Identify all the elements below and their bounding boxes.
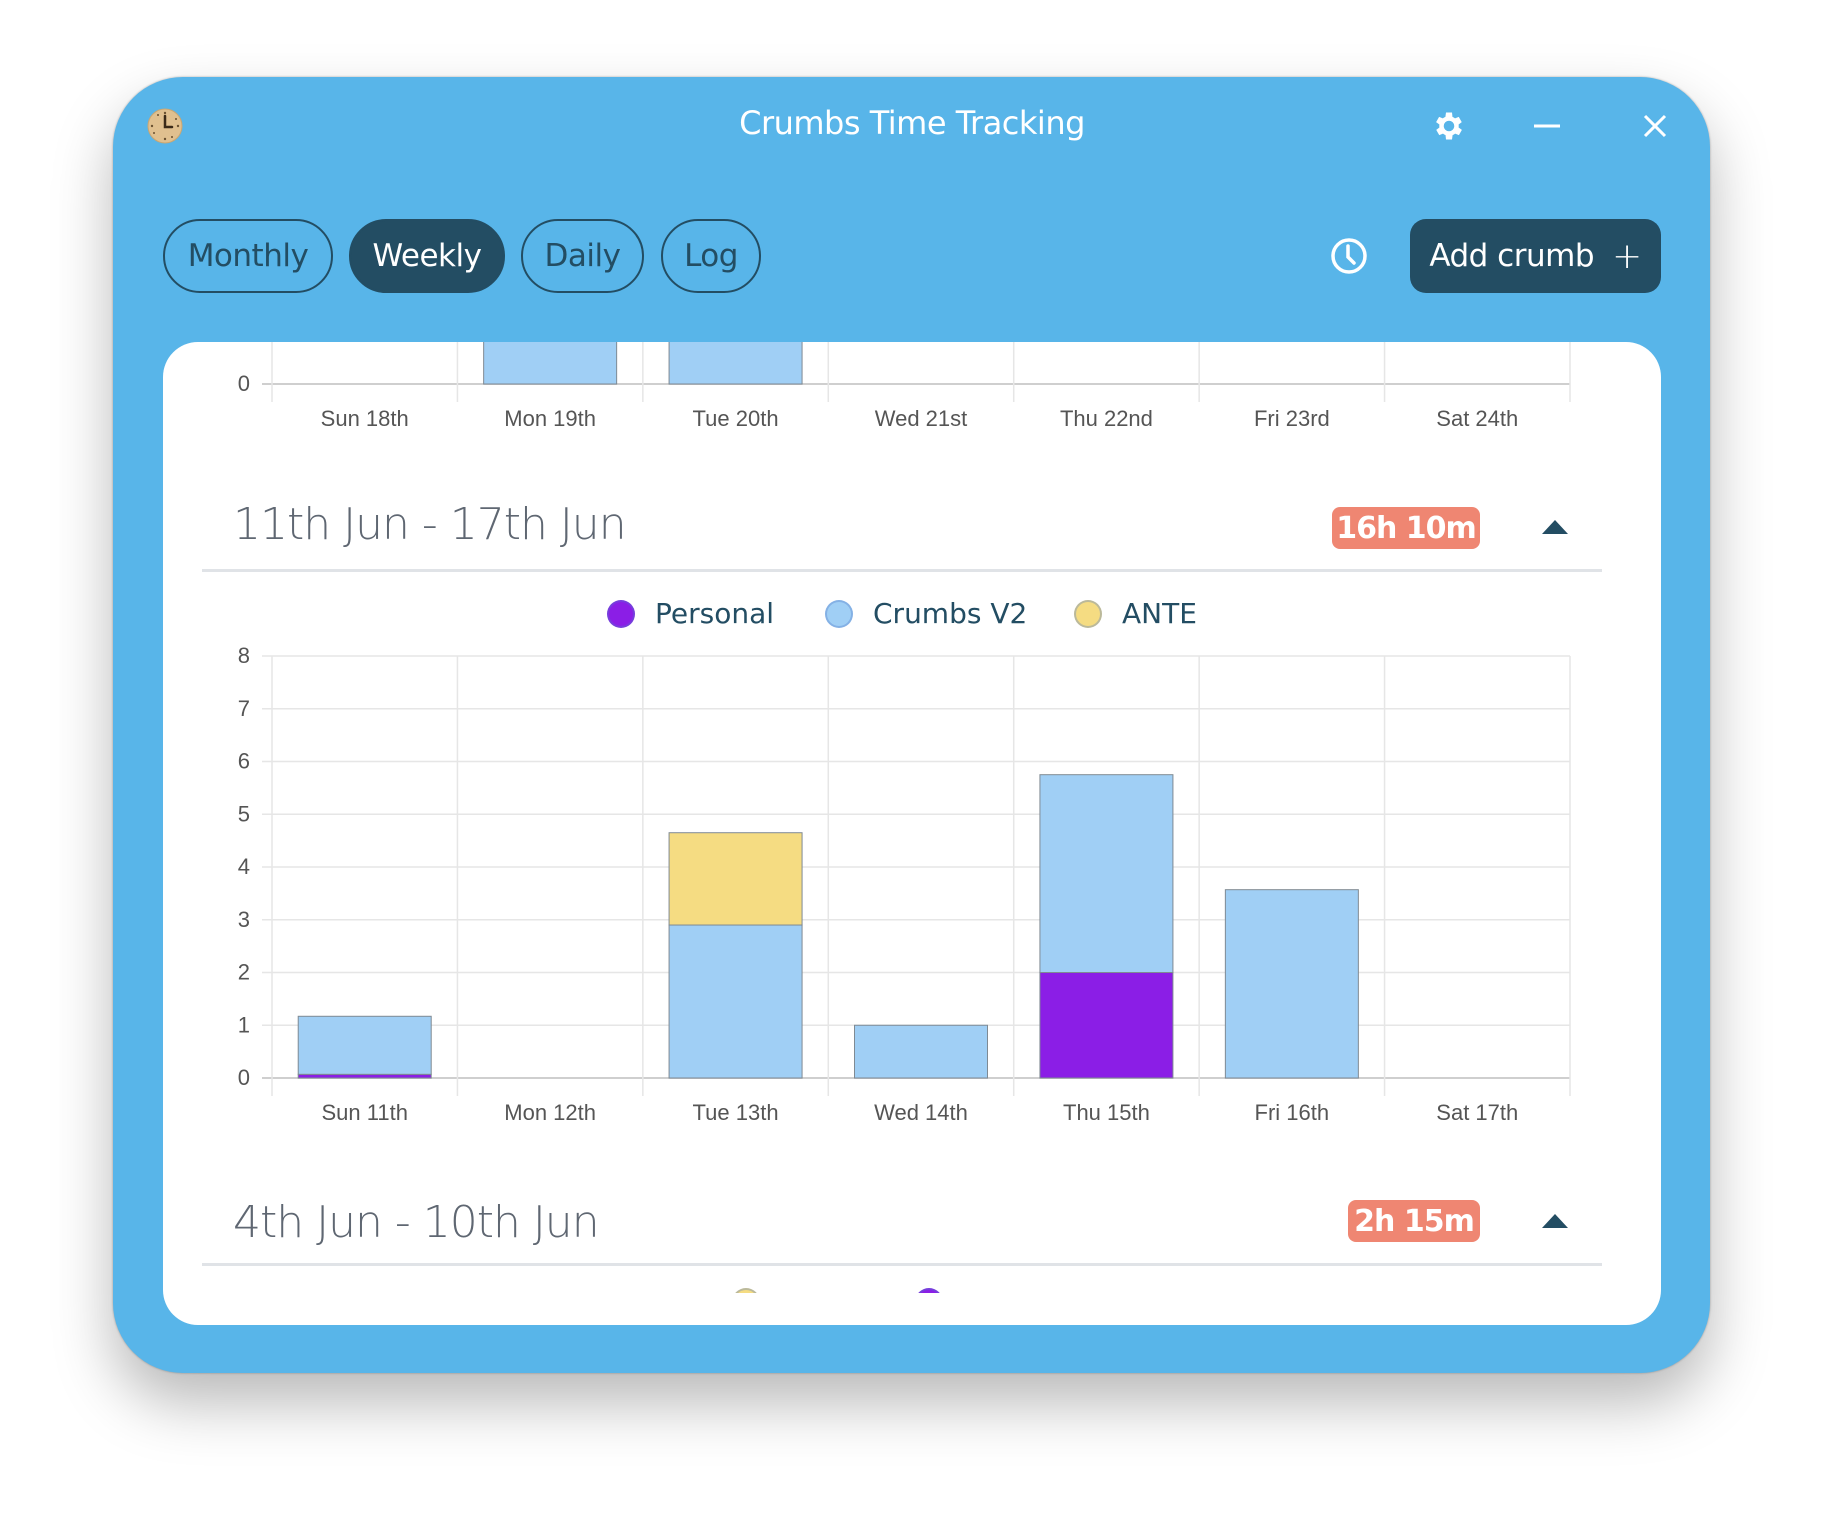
y-tick-label: 4 [238, 854, 250, 879]
x-tick-label: Tue 20th [693, 406, 779, 431]
bar-personal [297, 1073, 432, 1079]
x-tick-label: Wed 21st [875, 406, 968, 431]
legend-dot-ante [1074, 599, 1102, 628]
bar-series-0 [483, 342, 618, 385]
x-tick-label: Wed 14th [874, 1100, 968, 1125]
bar-series-0 [668, 342, 803, 385]
week-total-badge: 2h 15m [1348, 1200, 1480, 1242]
legend-label: ANTE [1122, 597, 1197, 630]
add-crumb-button[interactable]: Add crumb + [1410, 219, 1661, 293]
legend-dot-ante[interactable] [732, 1288, 760, 1293]
bar-crumbs-v2 [854, 1024, 988, 1079]
y-tick-label: 2 [238, 960, 250, 985]
legend-crumbs-v2[interactable]: Crumbs V2 [825, 597, 1027, 630]
x-tick-label: Sun 18th [321, 406, 409, 431]
y-tick-label: 1 [238, 1012, 250, 1037]
x-tick-label: Thu 22nd [1060, 406, 1153, 431]
x-tick-label: Sat 24th [1436, 406, 1518, 431]
y-tick-label: 7 [238, 696, 250, 721]
close-icon[interactable] [1637, 108, 1673, 144]
legend-personal[interactable]: Personal [607, 597, 774, 630]
week-chart-18th-24th: 0 Sun 18th Mon 19th Tue 20th Wed 21st Thu 22n… [238, 342, 1571, 431]
week-title: 4th Jun - 10th Jun [233, 1197, 600, 1248]
bar-ante [668, 832, 803, 926]
week-title: 11th Jun - 17th Jun [233, 499, 627, 550]
tab-monthly[interactable]: Monthly [163, 219, 333, 293]
legend-dot-crumbs-v2 [825, 599, 853, 628]
x-tick-label: Fri 16th [1255, 1100, 1330, 1125]
x-tick-label: Sat 17th [1436, 1100, 1518, 1125]
tab-weekly[interactable]: Weekly [349, 219, 505, 293]
x-tick-label: Mon 12th [504, 1100, 596, 1125]
caret-up-icon[interactable] [1542, 520, 1568, 534]
legend-label: Personal [655, 597, 775, 630]
y-tick-label: 8 [238, 643, 250, 668]
bar-crumbs-v2 [668, 924, 803, 1079]
bar-personal [1039, 972, 1174, 1079]
bar-crumbs-v2 [1039, 774, 1174, 973]
content-panel [163, 342, 1661, 1325]
clock-icon[interactable] [1329, 236, 1369, 276]
legend-ante[interactable]: ANTE [1074, 597, 1197, 630]
week-chart-11th-17th: 0 1 2 3 4 5 6 7 8 Sun 11th Mon 12th Tue 13th Wed 14t… [238, 643, 1571, 1125]
week-divider [202, 569, 1602, 572]
legend-label: Crumbs V2 [873, 597, 1028, 630]
y-tick-label: 5 [238, 801, 250, 826]
y-tick-label: 6 [238, 749, 250, 774]
tab-log[interactable]: Log [661, 219, 761, 293]
x-tick-label: Mon 19th [504, 406, 596, 431]
gear-icon[interactable] [1431, 108, 1467, 144]
x-tick-label: Sun 11th [321, 1100, 407, 1125]
x-tick-label: Thu 15th [1063, 1100, 1150, 1125]
clock-app-icon [147, 108, 183, 144]
bar-crumbs-v2 [297, 1015, 432, 1075]
tab-daily[interactable]: Daily [521, 219, 644, 293]
x-tick-label: Fri 23rd [1254, 406, 1330, 431]
week-divider [202, 1263, 1602, 1266]
legend-dot-personal [607, 599, 635, 628]
week-total-badge: 16h 10m [1332, 507, 1480, 549]
weeks-scroll-area[interactable]: 0 Sun 18th Mon 19th Tue 20th Wed 21st Thu 22n… [163, 342, 1661, 1293]
caret-up-icon[interactable] [1542, 1214, 1568, 1228]
bar-crumbs-v2 [1224, 889, 1359, 1079]
legend-dot-personal[interactable] [915, 1288, 943, 1293]
add-crumb-label: Add crumb [1429, 238, 1594, 274]
y-tick-label: 0 [238, 1065, 250, 1090]
minimize-icon[interactable] [1529, 108, 1565, 144]
plus-icon: + [1612, 235, 1642, 277]
y-tick-label: 0 [238, 371, 250, 396]
y-tick-label: 3 [238, 907, 250, 932]
window-title: Crumbs Time Tracking [739, 104, 1085, 142]
x-tick-label: Tue 13th [693, 1100, 779, 1125]
